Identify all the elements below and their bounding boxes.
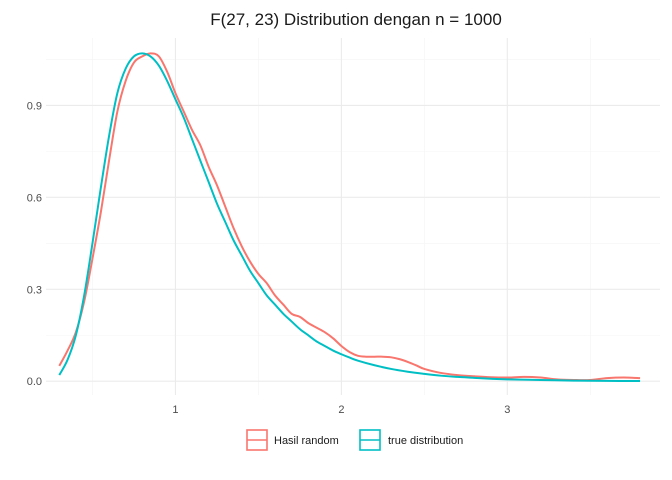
x-tick-label: 1: [172, 404, 178, 416]
y-tick-label: 0.6: [27, 192, 42, 204]
y-tick-label: 0.9: [27, 100, 42, 112]
series-line-true-distribution: [58, 52, 641, 383]
legend-key: [246, 429, 268, 451]
grid: [46, 38, 660, 395]
x-axis-ticks: 1 2 3: [172, 404, 510, 416]
x-tick-label: 3: [504, 404, 510, 416]
series-line-hasil-random: [58, 52, 641, 382]
series-lines: [58, 52, 641, 383]
y-axis-ticks: 0.0 0.3 0.6 0.9: [27, 100, 42, 388]
legend-label: Hasil random: [274, 435, 339, 447]
y-tick-label: 0.3: [27, 284, 42, 296]
x-tick-label: 2: [338, 404, 344, 416]
chart-title: F(27, 23) Distribution dengan n = 1000: [210, 10, 502, 29]
legend-key: [359, 429, 381, 451]
legend-label: true distribution: [388, 435, 463, 447]
y-tick-label: 0.0: [27, 376, 42, 388]
legend: Hasil random true distribution: [246, 429, 463, 451]
